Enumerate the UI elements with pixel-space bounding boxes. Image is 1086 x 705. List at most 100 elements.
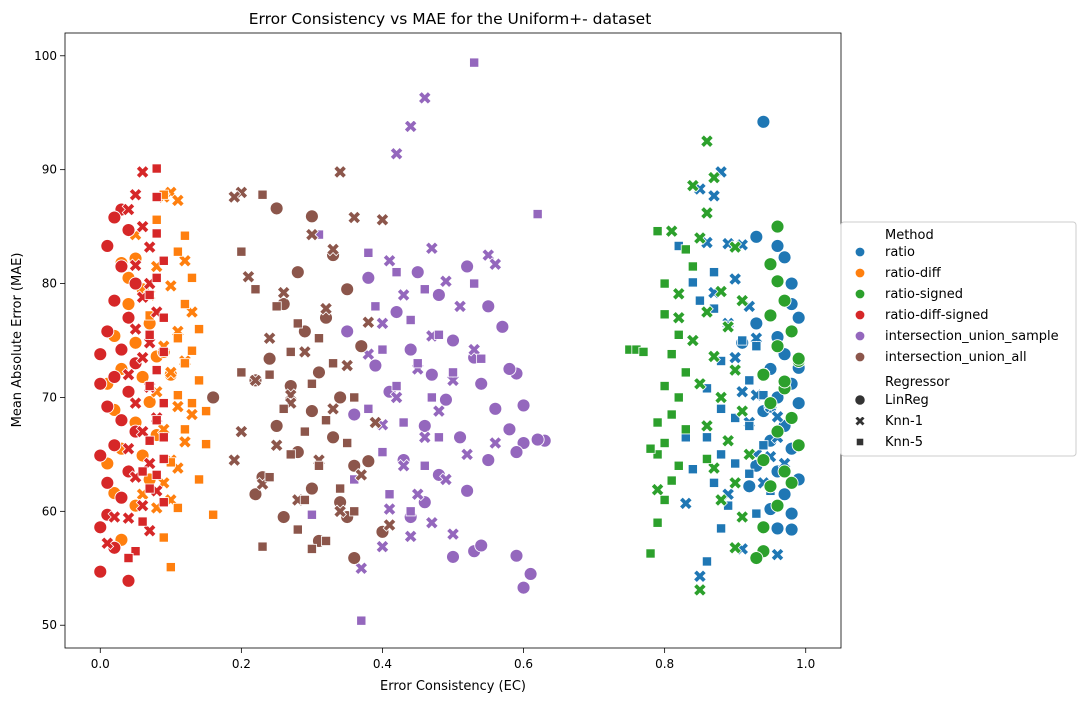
data-point-ratio-signed-knn-5	[680, 244, 691, 255]
data-point-ratio-signed-knn-1	[742, 447, 757, 462]
data-point-ratio-signed-knn-5	[659, 278, 670, 289]
data-point-ratio-diff-signed-knn-1	[107, 510, 122, 524]
legend-marker-intersection-union-sample	[854, 330, 866, 342]
legend-marker-intersection-union-all	[854, 351, 866, 363]
legend-frame	[840, 221, 1077, 457]
data-point-ratio-signed-linreg	[777, 464, 792, 479]
data-point-ratio-signed-knn-5	[666, 475, 677, 486]
data-point-ratio-knn-5	[701, 556, 712, 567]
data-point-ratio-linreg	[777, 250, 792, 265]
data-point-ratio-signed-knn-5	[673, 460, 684, 471]
legend-items: ratio ratio-diff ratio-signed ratio-diff-si…	[854, 245, 1059, 450]
data-point-ratio-diff-signed-knn-1	[121, 367, 136, 382]
data-point-ratio-signed-knn-5	[659, 381, 670, 392]
data-point-ratio-diff-knn-5	[179, 299, 190, 310]
data-point-ratio-diff-signed-knn-5	[151, 415, 162, 426]
data-point-ratio-signed-knn-5	[638, 346, 649, 357]
data-point-ratio-linreg	[749, 229, 764, 244]
data-point-intersection-union-all-knn-1	[326, 401, 340, 416]
data-point-ratio-knn-1	[728, 272, 743, 286]
data-point-ratio-diff-knn-5	[179, 358, 190, 369]
data-point-intersection-union-all-linreg	[333, 390, 348, 405]
data-point-ratio-diff-knn-5	[186, 398, 197, 409]
data-point-ratio-diff-signed-knn-5	[130, 546, 141, 557]
data-point-ratio-signed-linreg	[791, 351, 806, 366]
data-point-ratio-diff-signed-linreg	[114, 259, 129, 274]
data-point-intersection-union-sample-knn-5	[384, 489, 395, 500]
data-point-intersection-union-sample-linreg	[523, 567, 538, 581]
data-point-intersection-union-sample-knn-5	[469, 278, 480, 289]
data-point-intersection-union-all-knn-1	[361, 315, 376, 330]
data-point-ratio-linreg	[756, 114, 771, 129]
data-point-ratio-knn-5	[716, 449, 727, 460]
data-point-intersection-union-sample-linreg	[502, 362, 517, 376]
data-point-ratio-diff-knn-5	[186, 345, 197, 356]
data-point-ratio-diff-signed-knn-5	[158, 312, 169, 323]
data-point-intersection-union-all-knn-5	[264, 472, 275, 483]
data-point-intersection-union-sample-knn-5	[370, 301, 381, 312]
y-axis-label: Mean Absolute Error (MAE)	[10, 253, 25, 428]
data-point-ratio-knn-1	[735, 384, 750, 399]
data-point-intersection-union-all-linreg	[269, 418, 284, 433]
data-point-intersection-union-sample-linreg	[460, 259, 475, 274]
data-point-intersection-union-sample-knn-5	[405, 506, 416, 517]
data-point-ratio-signed-knn-5	[673, 329, 684, 340]
data-point-ratio-diff-knn-1	[178, 434, 192, 449]
data-point-ratio-diff-signed-linreg	[121, 310, 136, 325]
data-point-intersection-union-sample-knn-1	[354, 561, 369, 576]
data-marks	[93, 57, 806, 626]
data-point-ratio-signed-knn-1	[707, 461, 721, 475]
data-point-ratio-knn-5	[744, 375, 755, 386]
data-point-intersection-union-sample-linreg	[516, 398, 531, 413]
data-point-intersection-union-all-linreg	[326, 430, 341, 445]
data-point-intersection-union-all-linreg	[248, 487, 263, 502]
data-point-ratio-diff-signed-knn-1	[121, 441, 136, 456]
data-point-ratio-diff-signed-knn-5	[158, 432, 169, 443]
data-point-ratio-knn-5	[687, 277, 698, 288]
data-point-intersection-union-sample-knn-1	[403, 119, 418, 134]
data-point-ratio-signed-knn-1	[707, 349, 721, 364]
data-point-ratio-signed-knn-1	[700, 206, 714, 220]
data-point-ratio-signed-knn-1	[728, 475, 743, 490]
data-point-ratio-signed-linreg	[770, 498, 785, 513]
y-tick-label: 60	[42, 504, 57, 518]
data-point-ratio-diff-signed-knn-1	[135, 350, 150, 365]
data-point-ratio-knn-1	[693, 569, 707, 584]
data-point-intersection-union-sample-knn-1	[432, 404, 446, 418]
data-point-ratio-knn-5	[744, 468, 755, 479]
data-point-ratio-signed-knn-5	[673, 392, 684, 403]
data-point-intersection-union-sample-linreg	[488, 401, 503, 416]
legend: Method Regressor ratio ratio-diff ratio-si…	[840, 221, 1077, 457]
data-point-intersection-union-sample-knn-1	[446, 527, 460, 541]
data-point-intersection-union-sample-knn-5	[377, 344, 388, 355]
data-point-intersection-union-all-knn-1	[319, 301, 333, 316]
data-point-intersection-union-all-knn-5	[313, 460, 324, 471]
data-point-ratio-knn-5	[751, 508, 762, 519]
legend-label-method: ratio-diff-signed	[885, 308, 989, 323]
data-point-ratio-diff-signed-knn-5	[151, 365, 162, 376]
data-point-ratio-linreg	[784, 522, 799, 537]
data-point-intersection-union-all-linreg	[276, 510, 291, 524]
data-point-intersection-union-all-knn-5	[306, 378, 317, 389]
data-point-intersection-union-all-knn-1	[354, 468, 369, 482]
data-point-ratio-signed-linreg	[756, 367, 771, 382]
data-point-ratio-diff-knn-5	[172, 333, 183, 344]
data-point-ratio-diff-signed-knn-1	[135, 165, 150, 179]
x-tick-label: 0.4	[373, 657, 392, 671]
data-point-intersection-union-sample-knn-5	[391, 267, 402, 278]
legend-marker-ratio-signed	[854, 288, 866, 300]
data-point-intersection-union-all-knn-5	[335, 483, 346, 494]
data-point-ratio-diff-signed-knn-5	[158, 346, 169, 357]
data-point-ratio-signed-linreg	[791, 438, 806, 453]
data-point-ratio-signed-linreg	[763, 479, 778, 494]
legend-title-regressor: Regressor	[885, 375, 950, 390]
data-point-ratio-signed-linreg	[763, 396, 778, 411]
data-point-ratio-diff-signed-knn-1	[121, 202, 136, 217]
data-point-intersection-union-all-knn-1	[347, 210, 362, 225]
data-point-ratio-knn-5	[687, 464, 698, 475]
data-point-intersection-union-sample-knn-5	[306, 509, 317, 520]
data-point-ratio-diff-signed-linreg	[114, 342, 129, 357]
data-point-intersection-union-all-knn-5	[321, 415, 332, 426]
data-point-ratio-diff-signed-linreg	[93, 520, 108, 535]
data-point-intersection-union-all-knn-5	[306, 543, 317, 554]
